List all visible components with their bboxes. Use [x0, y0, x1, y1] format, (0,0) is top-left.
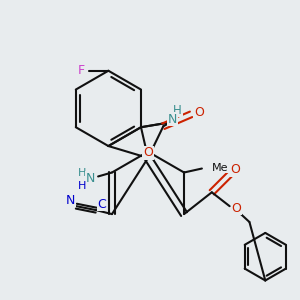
Text: N: N [66, 194, 75, 207]
Text: O: O [194, 106, 204, 119]
Text: O: O [231, 163, 241, 176]
Text: F: F [78, 64, 85, 77]
Text: H: H [78, 169, 86, 178]
Text: O: O [143, 146, 153, 159]
Text: N: N [168, 113, 177, 126]
Text: H: H [78, 182, 86, 191]
Text: Me: Me [212, 163, 228, 172]
Text: H: H [173, 104, 182, 117]
Text: O: O [232, 202, 242, 215]
Text: C: C [98, 198, 106, 211]
Text: N: N [85, 172, 95, 185]
